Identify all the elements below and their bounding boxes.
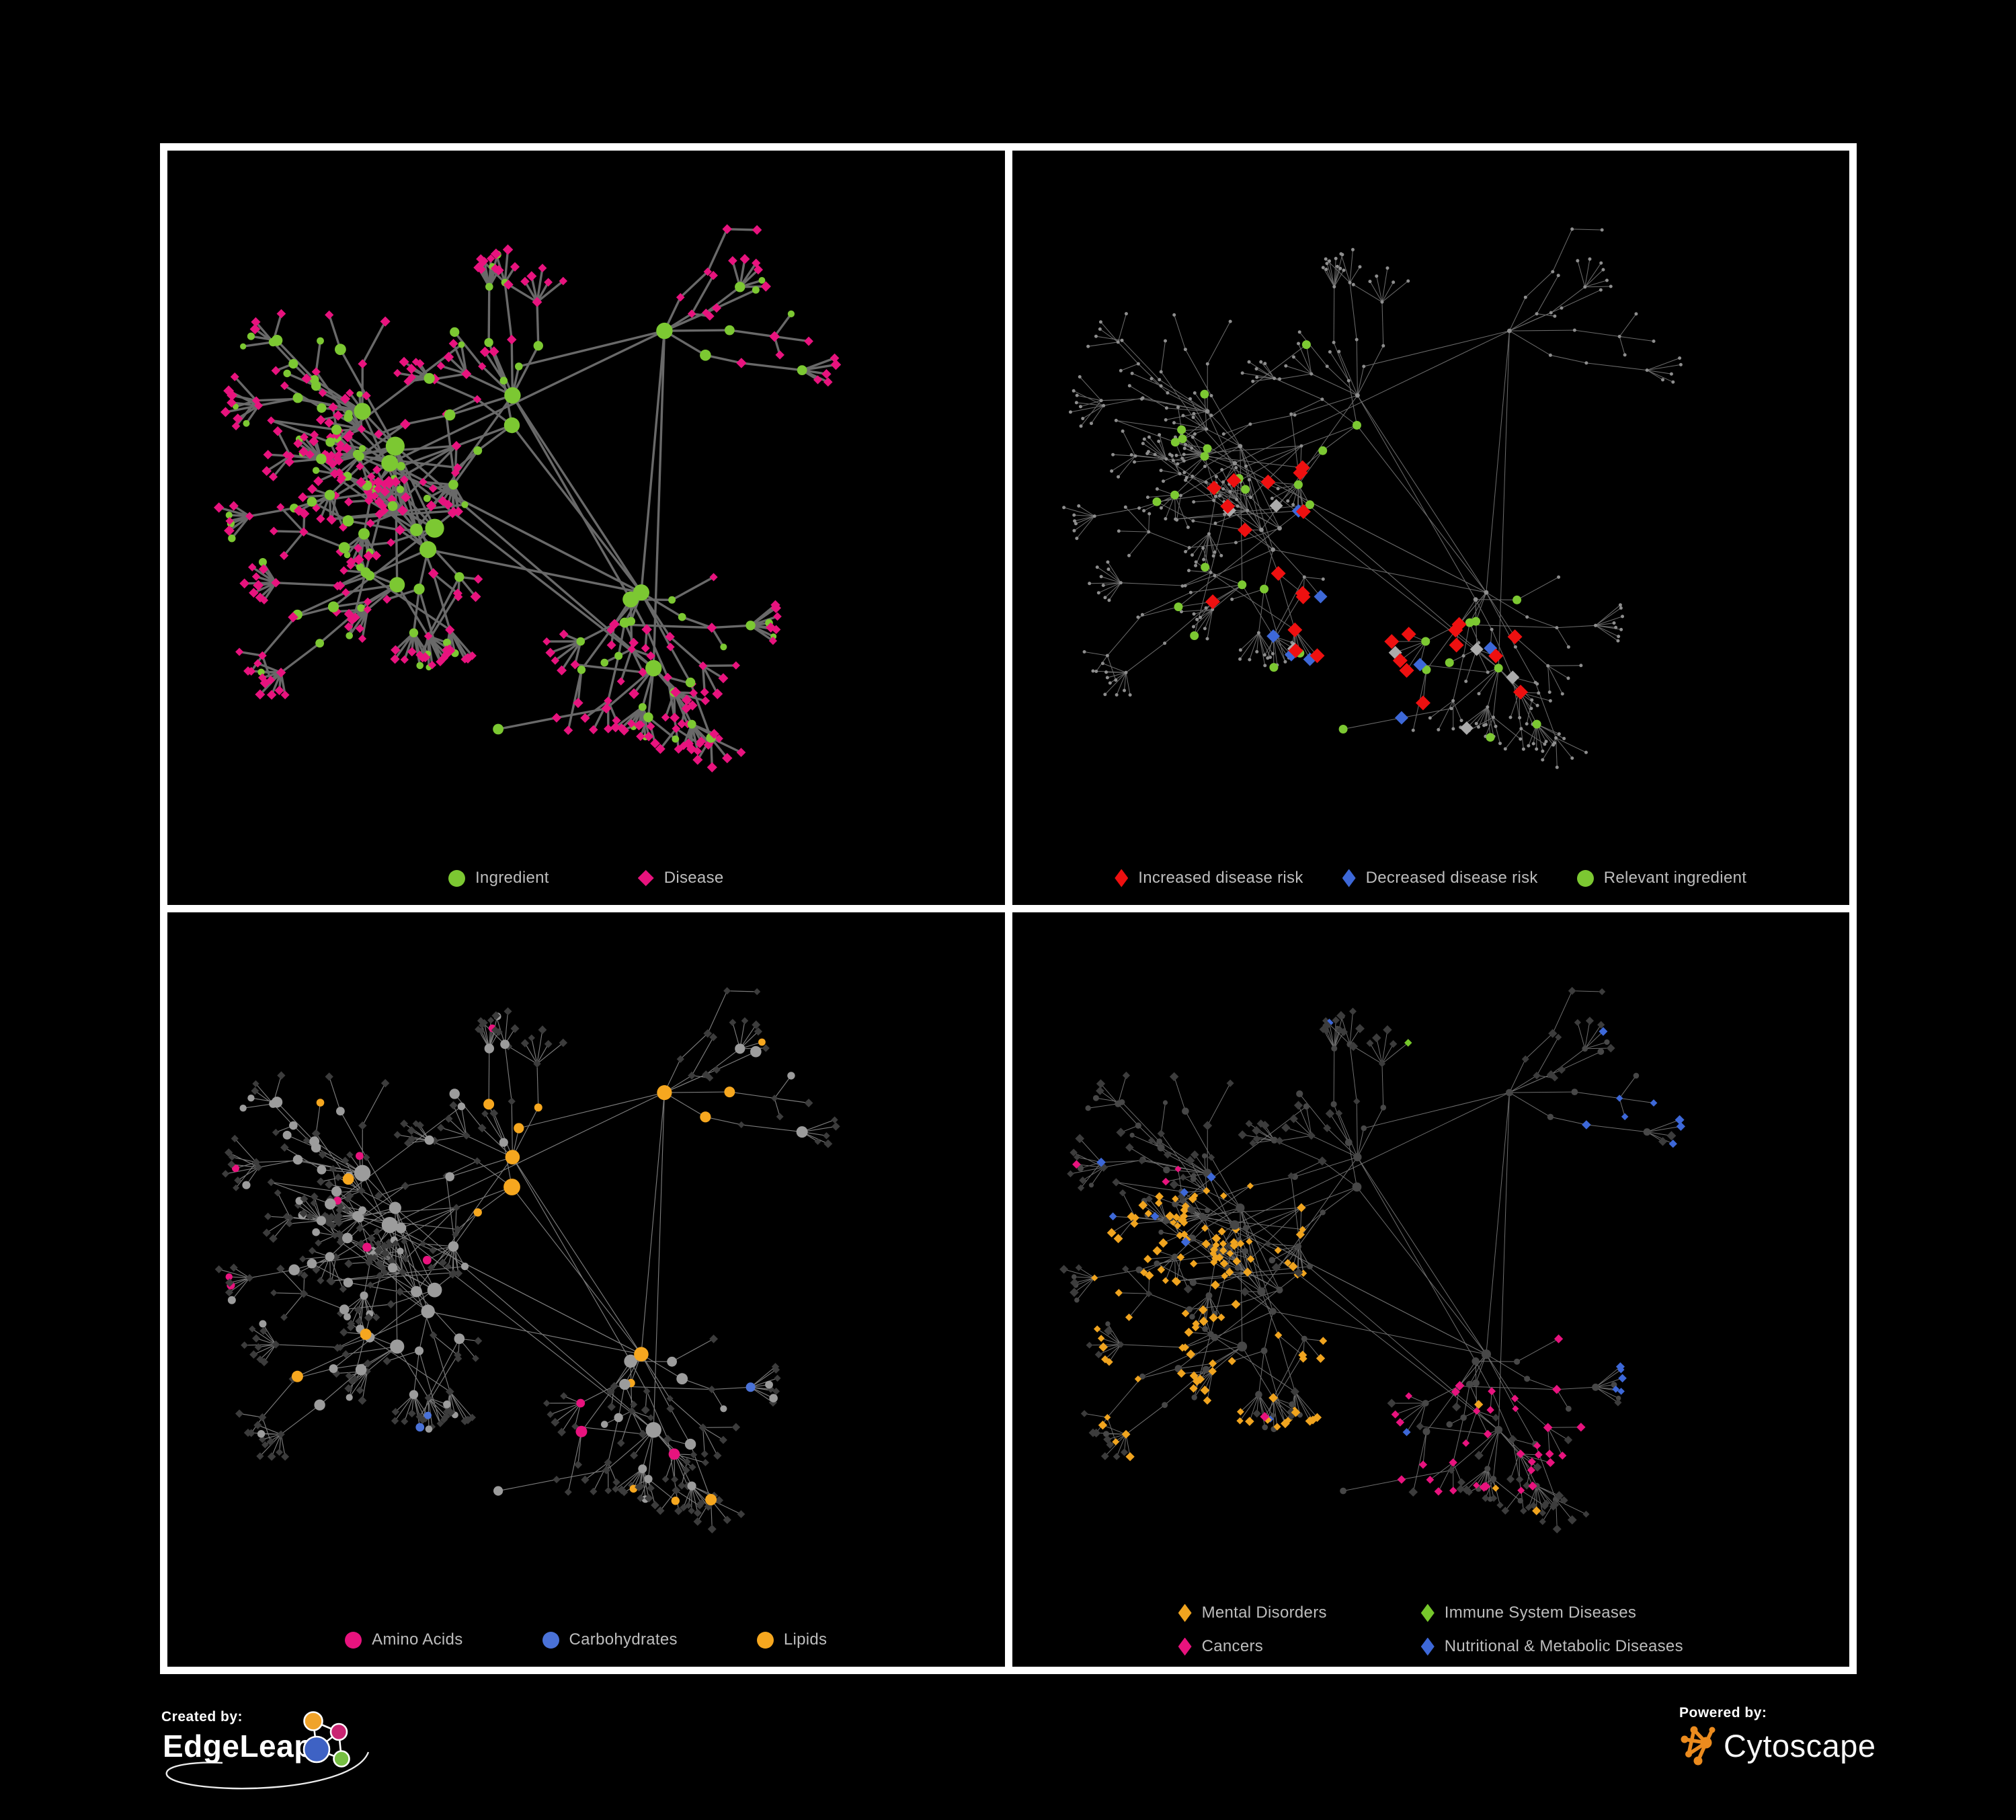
legend-item-carbohydrates: Carbohydrates: [542, 1630, 678, 1649]
edgeleap-node-orange: [303, 1711, 323, 1731]
legend-item-lipids: Lipids: [756, 1630, 828, 1649]
legend-label: Increased disease risk: [1138, 869, 1303, 887]
edgeleap-node-green: [333, 1750, 350, 1768]
legend-item-nutritional-metabolic: Nutritional & Metabolic Diseases: [1420, 1637, 1683, 1656]
legend-label: Decreased disease risk: [1365, 869, 1538, 887]
cytoscape-logo-text: Cytoscape: [1724, 1727, 1876, 1764]
legend-item-cancers: Cancers: [1178, 1637, 1263, 1656]
network-graph-ingredient-classes: [214, 987, 840, 1534]
decreased-risk-diamond-icon: [1342, 869, 1356, 887]
network-graph-disease-risk: [1061, 227, 1683, 769]
powered-by-label: Powered by:: [1679, 1705, 1767, 1720]
edgeleap-logo: [303, 1711, 350, 1768]
legend-disease-risk: Increased disease risk Decreased disease…: [1012, 869, 1850, 887]
legend-item-disease: Disease: [637, 869, 724, 887]
powered-by-branding: Powered by: Cytoscape: [1679, 1705, 1876, 1766]
legend-label: Disease: [663, 869, 724, 887]
edgeleap-node-magenta: [329, 1723, 348, 1741]
legend-item-mental-disorders: Mental Disorders: [1178, 1604, 1327, 1622]
network-graph-disease-classes: [1059, 986, 1685, 1534]
legend-label: Ingredient: [475, 869, 549, 887]
immune-system-diamond-icon: [1420, 1604, 1435, 1622]
disease-diamond-icon: [637, 870, 654, 886]
edgeleap-logo-text: EdgeLeap: [163, 1729, 313, 1764]
legend-label: Nutritional & Metabolic Diseases: [1444, 1637, 1683, 1655]
cytoscape-logo-nodes: [1681, 1726, 1716, 1766]
legend-ingredient-classes: Amino Acids Carbohydrates Lipids: [167, 1630, 1005, 1649]
mental-disorders-diamond-icon: [1178, 1604, 1192, 1622]
panel-disease-classes: Mental Disorders Immune System Diseases …: [1012, 912, 1850, 1667]
relevant-ingredient-circle-icon: [1576, 869, 1594, 887]
edgeleap-swoosh: [165, 1751, 370, 1790]
panel-ingredients-diseases: Ingredient Disease: [167, 151, 1005, 905]
legend-disease-classes: Mental Disorders Immune System Diseases …: [1012, 1604, 1850, 1656]
network-graph-ingredients-diseases: [213, 224, 842, 773]
legend-item-increased-risk: Increased disease risk: [1115, 869, 1303, 887]
legend-label: Amino Acids: [372, 1630, 463, 1649]
created-by-branding: Created by: EdgeLeap: [161, 1709, 390, 1803]
legend-label: Lipids: [783, 1630, 828, 1649]
cancers-diamond-icon: [1178, 1637, 1192, 1656]
lipids-circle-icon: [756, 1631, 774, 1649]
legend-ingredients-diseases: Ingredient Disease: [167, 869, 1005, 887]
increased-risk-diamond-icon: [1115, 869, 1129, 887]
nutritional-metabolic-diamond-icon: [1420, 1637, 1435, 1656]
legend-label: Mental Disorders: [1201, 1604, 1327, 1622]
ingredient-circle-icon: [448, 869, 465, 887]
figure-frame: Ingredient Disease Increased disease ris…: [160, 143, 1857, 1674]
legend-label: Cancers: [1201, 1637, 1264, 1655]
panel-ingredient-classes: Amino Acids Carbohydrates Lipids: [167, 912, 1005, 1667]
legend-label: Relevant ingredient: [1603, 869, 1747, 887]
legend-item-ingredient: Ingredient: [448, 869, 549, 887]
amino-acids-circle-icon: [345, 1631, 362, 1649]
legend-item-amino-acids: Amino Acids: [345, 1630, 462, 1649]
created-by-label: Created by:: [161, 1709, 243, 1725]
legend-item-relevant-ingredient: Relevant ingredient: [1576, 869, 1747, 887]
cytoscape-logo: [1681, 1726, 1716, 1766]
legend-label: Carbohydrates: [569, 1630, 678, 1649]
legend-item-immune-system-diseases: Immune System Diseases: [1420, 1604, 1637, 1622]
edgeleap-node-blue: [303, 1735, 331, 1764]
panel-disease-risk: Increased disease risk Decreased disease…: [1012, 151, 1850, 905]
legend-label: Immune System Diseases: [1444, 1604, 1637, 1622]
legend-item-decreased-risk: Decreased disease risk: [1342, 869, 1538, 887]
panel-grid: Ingredient Disease Increased disease ris…: [160, 143, 1857, 1674]
carbohydrates-circle-icon: [542, 1631, 559, 1649]
